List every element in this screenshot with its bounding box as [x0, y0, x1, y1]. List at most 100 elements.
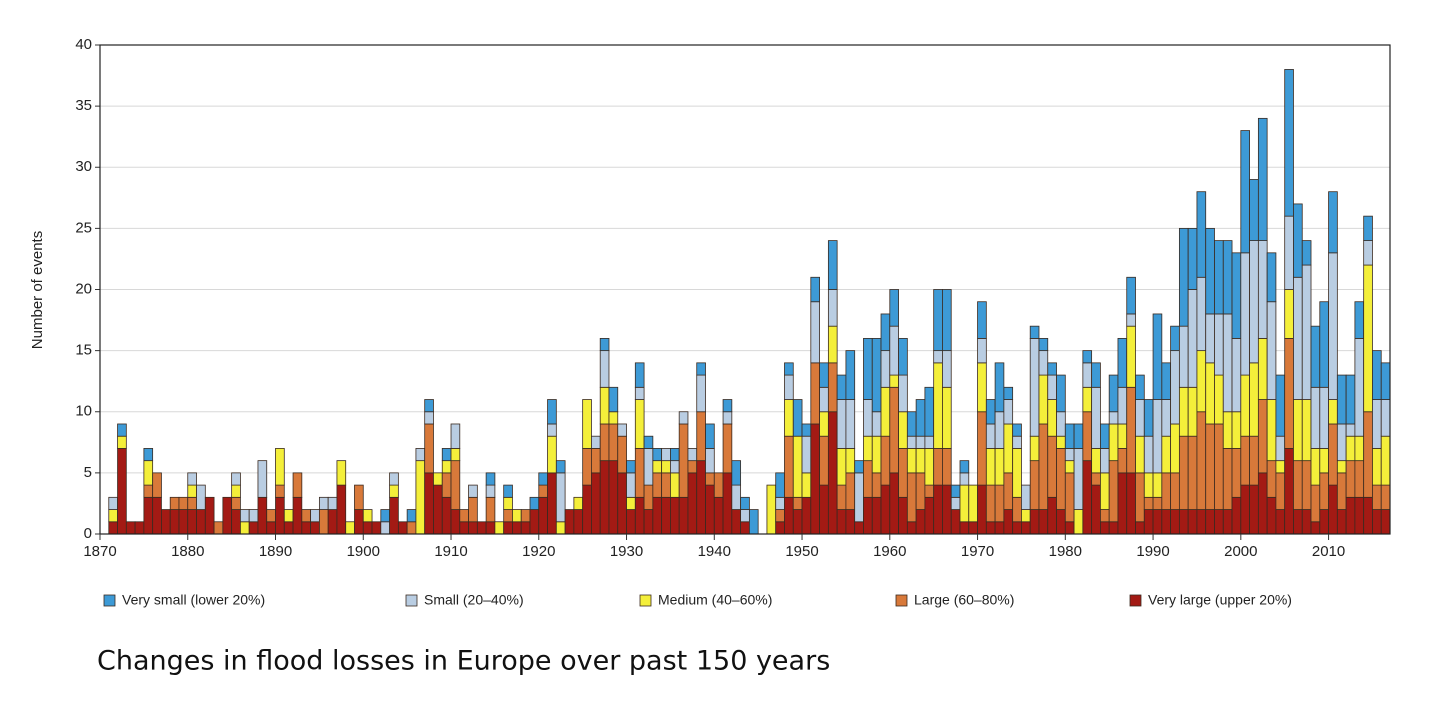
bar-segment	[1064, 460, 1075, 474]
bar-segment	[494, 521, 505, 535]
bar-segment	[1056, 509, 1066, 535]
bar-segment	[933, 289, 943, 352]
bar-segment	[529, 496, 540, 510]
bar-segment	[1301, 399, 1312, 462]
bar-segment	[722, 411, 733, 425]
bar-segment	[1012, 423, 1022, 437]
bar-segment	[705, 484, 715, 535]
bar-segment	[231, 472, 241, 486]
bar-segment	[1257, 337, 1268, 400]
bar-segment	[652, 460, 663, 474]
bar-segment	[827, 325, 838, 364]
bar-segment	[1056, 448, 1066, 510]
bar-segment	[871, 472, 882, 498]
bar-segment	[1091, 386, 1101, 449]
bar-segment	[1249, 179, 1259, 242]
bar-segment	[1100, 448, 1110, 474]
bar-segment	[1249, 240, 1259, 364]
bar-segment	[1284, 448, 1294, 535]
bar-segment	[942, 448, 952, 486]
bar-segment	[643, 448, 654, 486]
bar-segment	[301, 509, 312, 523]
bar-segment	[1117, 337, 1128, 388]
bar-segment	[643, 509, 654, 535]
bar-segment	[1328, 191, 1338, 254]
bar-segment	[1117, 386, 1128, 425]
bar-segment	[1301, 509, 1312, 535]
bar-segment	[538, 484, 548, 498]
bar-segment	[1354, 496, 1365, 535]
bar-segment	[1328, 399, 1338, 425]
bar-segment	[231, 496, 241, 510]
legend-swatch	[895, 594, 908, 607]
bar-segment	[222, 496, 233, 535]
bar-segment	[705, 423, 715, 449]
caption: Changes in flood losses in Europe over p…	[97, 646, 830, 677]
bar-segment	[406, 521, 417, 535]
bar-segment	[283, 509, 294, 523]
bar-segment	[906, 448, 917, 474]
legend-label: Small (20–40%)	[424, 592, 524, 608]
bar-segment	[1126, 325, 1136, 388]
bar-segment	[766, 484, 777, 535]
bar-segment	[266, 509, 276, 523]
bar-segment	[283, 521, 294, 535]
bar-segment	[1301, 460, 1312, 510]
bar-segment	[599, 337, 610, 352]
bar-segment	[889, 386, 899, 474]
bar-segment	[748, 509, 759, 535]
bar-segment	[117, 448, 127, 535]
y-tick-label: 0	[84, 525, 92, 542]
bar-segment	[836, 448, 847, 486]
bar-segment	[1108, 411, 1119, 425]
bar-segment	[696, 362, 706, 376]
bar-segment	[1196, 191, 1207, 278]
bar-segment	[722, 472, 733, 535]
bar-segment	[696, 374, 706, 413]
bar-segment	[836, 374, 847, 400]
bar-segment	[687, 460, 698, 474]
bar-segment	[880, 484, 891, 535]
bar-segment	[152, 496, 162, 535]
bar-segment	[1380, 435, 1391, 486]
bar-segment	[1363, 240, 1373, 266]
bar-segment	[547, 399, 557, 425]
bar-segment	[231, 484, 241, 498]
bar-segment	[1108, 374, 1119, 413]
bar-segment	[933, 350, 943, 364]
bar-segment	[485, 521, 496, 535]
bar-segment	[959, 521, 970, 535]
bar-segment	[520, 509, 531, 523]
bar-segment	[1380, 509, 1391, 535]
bar-segment	[819, 386, 829, 413]
bar-segment	[977, 484, 987, 535]
bar-segment	[985, 448, 996, 486]
bar-segment	[1003, 509, 1014, 535]
bar-segment	[1047, 374, 1057, 400]
bar-segment	[994, 484, 1005, 523]
bar-segment	[670, 496, 680, 535]
bar-segment	[845, 509, 856, 535]
bar-segment	[915, 472, 926, 510]
bar-segment	[1196, 276, 1207, 352]
bar-segment	[784, 362, 794, 376]
bar-segment	[187, 509, 197, 535]
bar-segment	[310, 521, 320, 535]
bar-segment	[915, 448, 926, 474]
bar-segment	[573, 509, 584, 535]
bar-segment	[906, 472, 917, 523]
bar-segment	[1336, 374, 1347, 425]
bar-segment	[863, 460, 873, 498]
bar-segment	[942, 350, 952, 388]
bar-segment	[591, 448, 601, 474]
bar-segment	[1012, 448, 1022, 498]
bar-segment	[977, 411, 987, 486]
bar-segment	[1064, 448, 1075, 462]
bar-segment	[178, 509, 189, 535]
bar-segment	[1196, 509, 1207, 535]
bar-segment	[1214, 423, 1224, 510]
bar-segment	[1284, 289, 1294, 339]
bar-segment	[1091, 484, 1101, 535]
y-tick-label: 40	[75, 36, 92, 53]
